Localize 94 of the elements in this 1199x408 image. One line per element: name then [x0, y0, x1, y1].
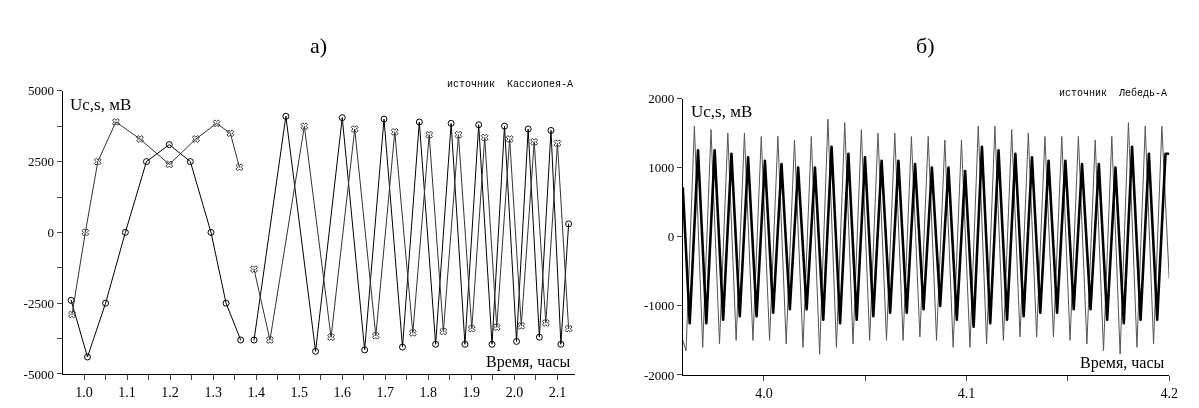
point [480, 133, 489, 142]
point [361, 346, 369, 354]
point [557, 340, 565, 348]
chart-title: а) [310, 33, 328, 58]
y-tick-label: 2500 [27, 154, 54, 170]
point [541, 319, 550, 327]
point [165, 141, 173, 149]
point [266, 336, 274, 344]
x-tick-label: 1.0 [75, 384, 93, 400]
point [165, 160, 174, 169]
point [547, 126, 555, 134]
y-tick-label: -1000 [643, 298, 675, 314]
point [192, 135, 200, 143]
point [524, 125, 532, 133]
x-tick-label: 1.2 [161, 384, 179, 400]
x-tick-label: 2.0 [505, 384, 524, 400]
point [186, 158, 194, 166]
point [312, 347, 320, 355]
point [250, 336, 258, 344]
x-tick-label: 1.7 [376, 384, 395, 400]
point [553, 139, 562, 148]
point [565, 220, 573, 228]
point [111, 118, 120, 126]
line-series [682, 118, 1170, 355]
point [282, 112, 290, 120]
point [488, 340, 496, 348]
y-tick-label: 0 [47, 224, 54, 240]
point [505, 135, 514, 143]
x-tick-label: 1.5 [290, 384, 308, 400]
y-tick-label: -2500 [23, 295, 54, 311]
point [237, 336, 245, 344]
point [535, 333, 543, 341]
point [81, 228, 90, 237]
point [300, 122, 309, 131]
point [222, 299, 230, 307]
x-tick-label: 4.1 [957, 385, 976, 401]
point [408, 329, 417, 337]
chart-title: б) [916, 33, 935, 58]
point [475, 121, 483, 129]
point [461, 340, 469, 348]
x-tick-label: 4.2 [1160, 385, 1178, 401]
y-tick-label: 2000 [648, 91, 675, 107]
point [380, 115, 388, 123]
point [142, 158, 150, 166]
x-axis-title: Время, часы [486, 353, 571, 371]
point [136, 135, 144, 143]
y-axis-title: Uc,s, мВ [70, 95, 132, 114]
point [564, 324, 573, 333]
y-axis-title: Uc,s, мВ [691, 102, 753, 121]
x-tick-label: 1.1 [118, 384, 136, 400]
point [371, 331, 380, 340]
y-tick-label: -5000 [23, 366, 54, 382]
point [212, 119, 221, 128]
x-tick-label: 1.8 [419, 384, 438, 400]
point [501, 122, 509, 130]
x-tick-label: 1.6 [333, 384, 352, 400]
point [102, 299, 110, 307]
point [439, 327, 448, 336]
point [454, 130, 463, 139]
x-tick-label: 2.1 [548, 384, 567, 400]
point [432, 340, 440, 348]
point [399, 343, 407, 351]
x-tick-label: 4.0 [755, 385, 773, 401]
point [513, 337, 521, 345]
point [93, 157, 102, 166]
point [492, 323, 501, 332]
point [327, 333, 335, 342]
annotation: источник Лебедь-А [1059, 87, 1168, 99]
point [83, 353, 91, 361]
y-tick-label: 1000 [648, 160, 675, 176]
point [425, 130, 434, 139]
point [530, 137, 539, 146]
x-axis-title: Время, часы [1080, 354, 1165, 372]
text: источник Кассиопея-А [447, 79, 574, 90]
y-tick-label: -2000 [643, 367, 675, 383]
point [447, 119, 455, 127]
point [226, 129, 235, 138]
point [250, 265, 258, 274]
point [415, 118, 423, 126]
point [467, 324, 476, 333]
point [517, 321, 526, 330]
y-tick-label: 0 [667, 229, 675, 245]
point [390, 127, 399, 136]
x-tick-label: 1.4 [247, 384, 265, 400]
point [235, 163, 244, 172]
point [68, 310, 76, 319]
point [121, 228, 129, 236]
y-tick-label: 5000 [27, 83, 54, 99]
point [67, 296, 75, 304]
x-tick-label: 1.3 [204, 384, 222, 400]
point [350, 125, 359, 133]
point [207, 228, 215, 236]
x-tick-label: 1.9 [462, 384, 481, 400]
point [338, 114, 346, 122]
